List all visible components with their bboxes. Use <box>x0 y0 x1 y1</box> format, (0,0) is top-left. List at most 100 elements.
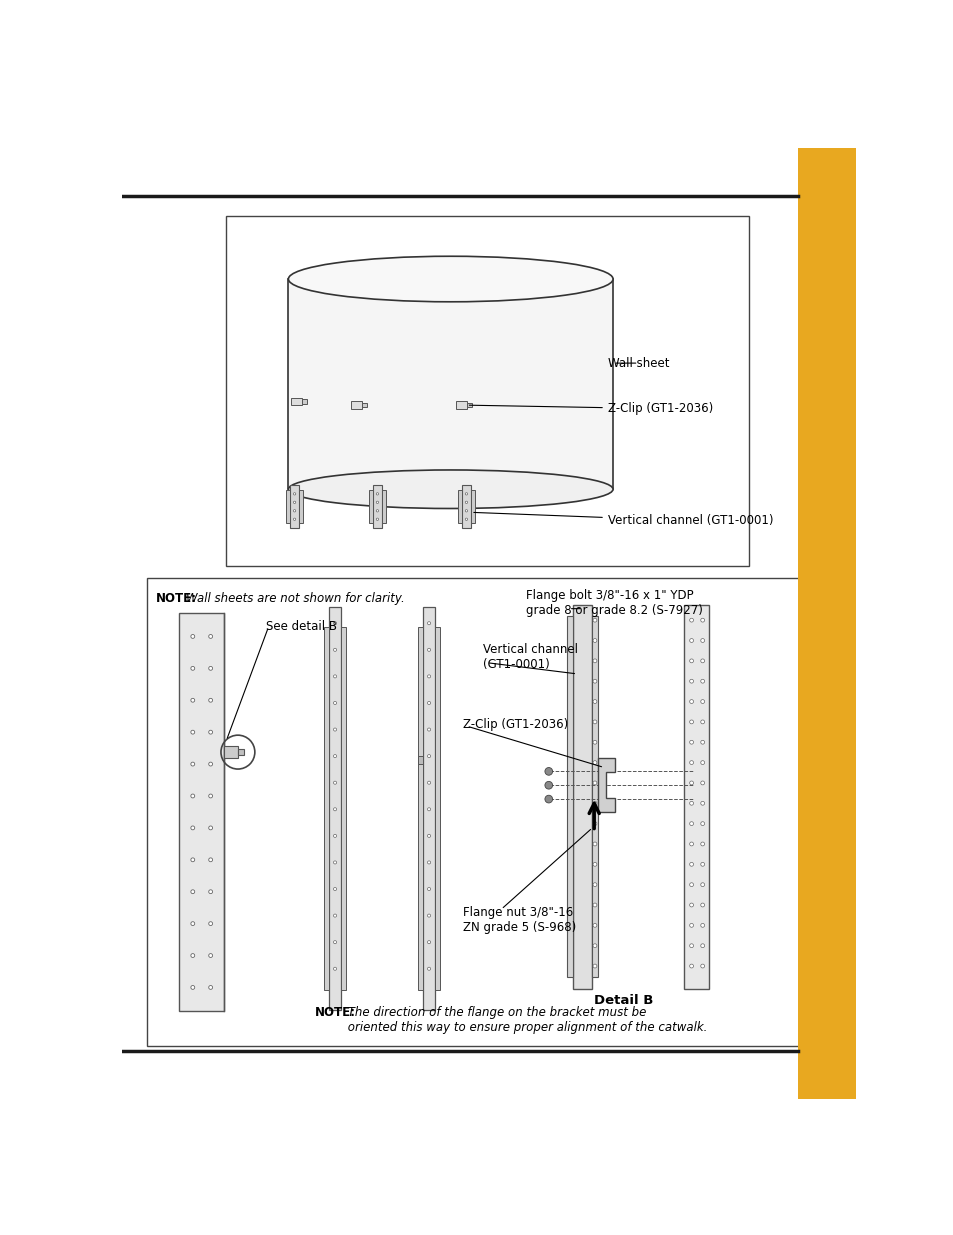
Circle shape <box>191 889 194 894</box>
Circle shape <box>427 701 430 704</box>
Bar <box>461 485 471 527</box>
Circle shape <box>689 740 693 745</box>
Circle shape <box>689 883 693 887</box>
Circle shape <box>700 638 704 642</box>
Circle shape <box>209 794 213 798</box>
Text: NOTE:: NOTE: <box>314 1007 355 1019</box>
Circle shape <box>700 944 704 947</box>
Circle shape <box>593 883 597 887</box>
Circle shape <box>593 740 597 745</box>
Circle shape <box>427 808 430 811</box>
Circle shape <box>191 794 194 798</box>
Circle shape <box>334 941 336 944</box>
Circle shape <box>593 679 597 683</box>
Circle shape <box>465 519 467 520</box>
Circle shape <box>593 638 597 642</box>
Circle shape <box>700 740 704 745</box>
Circle shape <box>593 761 597 764</box>
Circle shape <box>209 635 213 638</box>
Circle shape <box>544 767 552 776</box>
Circle shape <box>700 903 704 906</box>
Circle shape <box>294 501 295 504</box>
Circle shape <box>593 903 597 906</box>
Bar <box>567 616 573 977</box>
Bar <box>369 489 373 524</box>
Text: Wall sheet: Wall sheet <box>607 357 669 369</box>
Bar <box>351 401 361 409</box>
Circle shape <box>427 648 430 651</box>
Circle shape <box>375 493 378 495</box>
Bar <box>179 613 224 1011</box>
Circle shape <box>334 835 336 837</box>
Circle shape <box>544 795 552 803</box>
Circle shape <box>700 659 704 663</box>
Ellipse shape <box>288 256 613 301</box>
Circle shape <box>700 619 704 622</box>
Circle shape <box>593 965 597 968</box>
Circle shape <box>334 888 336 890</box>
Circle shape <box>689 842 693 846</box>
Circle shape <box>427 727 430 731</box>
Circle shape <box>689 679 693 683</box>
Circle shape <box>427 888 430 890</box>
Circle shape <box>700 699 704 704</box>
Circle shape <box>209 762 213 766</box>
Bar <box>299 489 303 524</box>
Circle shape <box>334 701 336 704</box>
Bar <box>301 399 307 404</box>
Circle shape <box>689 924 693 927</box>
Circle shape <box>334 727 336 731</box>
Circle shape <box>544 782 552 789</box>
Circle shape <box>334 648 336 651</box>
Circle shape <box>191 635 194 638</box>
Circle shape <box>689 699 693 704</box>
Circle shape <box>209 667 213 671</box>
Bar <box>457 489 461 524</box>
Circle shape <box>334 621 336 625</box>
Text: Vertical channel
(GT1-0001): Vertical channel (GT1-0001) <box>482 643 578 672</box>
Circle shape <box>593 862 597 866</box>
Text: Detail B: Detail B <box>594 994 653 1007</box>
Circle shape <box>191 953 194 957</box>
Circle shape <box>593 781 597 785</box>
Circle shape <box>209 698 213 703</box>
Circle shape <box>427 782 430 784</box>
Text: See detail B: See detail B <box>266 620 337 634</box>
Circle shape <box>375 501 378 504</box>
Circle shape <box>700 679 704 683</box>
Circle shape <box>689 802 693 805</box>
Circle shape <box>689 862 693 866</box>
Circle shape <box>700 924 704 927</box>
Circle shape <box>427 914 430 918</box>
Bar <box>417 756 422 764</box>
Circle shape <box>700 720 704 724</box>
Circle shape <box>593 924 597 927</box>
Circle shape <box>689 619 693 622</box>
Bar <box>683 605 708 989</box>
Circle shape <box>689 761 693 764</box>
Bar <box>224 746 237 758</box>
Circle shape <box>593 842 597 846</box>
Text: Flange nut 3/8"-16
ZN grade 5 (S-968): Flange nut 3/8"-16 ZN grade 5 (S-968) <box>462 905 576 934</box>
Bar <box>417 627 422 989</box>
Circle shape <box>700 761 704 764</box>
Circle shape <box>593 802 597 805</box>
Bar <box>435 627 439 989</box>
Circle shape <box>294 519 295 520</box>
Circle shape <box>700 781 704 785</box>
Text: Z-Clip (GT1-2036): Z-Clip (GT1-2036) <box>469 403 712 415</box>
Bar <box>381 489 386 524</box>
Circle shape <box>689 781 693 785</box>
Circle shape <box>191 762 194 766</box>
Circle shape <box>191 698 194 703</box>
Bar <box>591 616 598 977</box>
Circle shape <box>593 821 597 825</box>
Circle shape <box>700 965 704 968</box>
Circle shape <box>593 720 597 724</box>
Circle shape <box>593 944 597 947</box>
Text: Vertical channel (GT1-0001): Vertical channel (GT1-0001) <box>474 513 773 527</box>
Bar <box>341 627 346 989</box>
Circle shape <box>427 861 430 864</box>
Circle shape <box>209 953 213 957</box>
Circle shape <box>689 965 693 968</box>
